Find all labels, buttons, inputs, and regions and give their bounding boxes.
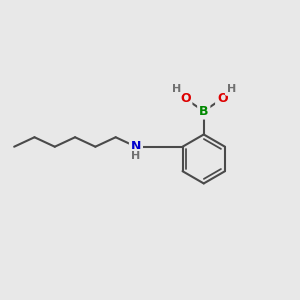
Text: O: O (217, 92, 228, 105)
Text: H: H (172, 84, 181, 94)
Text: B: B (199, 105, 208, 118)
Text: N: N (131, 140, 141, 153)
Text: O: O (180, 92, 190, 105)
Text: H: H (226, 84, 236, 94)
Text: H: H (131, 151, 141, 161)
